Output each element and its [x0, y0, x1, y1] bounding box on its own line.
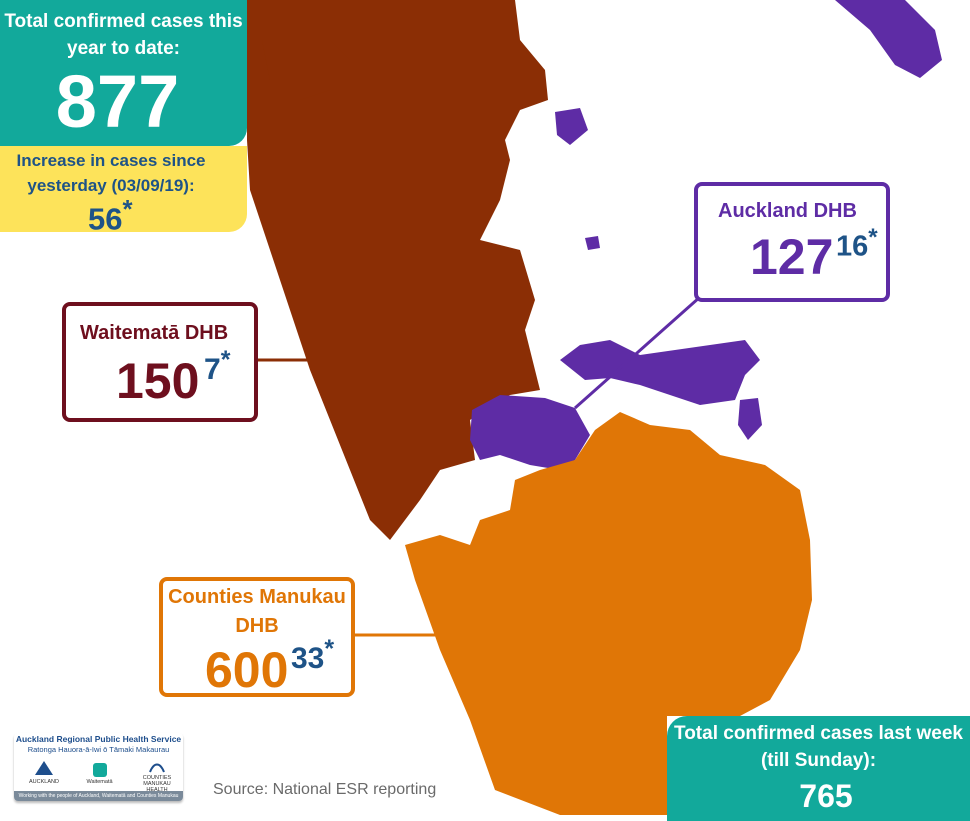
- auckland-island-small-3: [585, 236, 600, 250]
- auckland-dhb-increase: 16*: [836, 224, 878, 263]
- counties-manukau-dhb-name: Counties Manukau DHB: [168, 586, 346, 637]
- auckland-dhb-name: Auckland DHB: [718, 200, 857, 222]
- counties-manukau-logo-icon: COUNTIES MANUKAU HEALTH: [136, 761, 178, 793]
- increase-value: 56*: [88, 196, 133, 237]
- counties-manukau-region: [405, 412, 812, 815]
- year-total-panel: Total confirmed cases this year to date:…: [0, 0, 247, 146]
- logo-title: Auckland Regional Public Health Service: [15, 734, 182, 744]
- year-total-value: 877: [55, 60, 180, 143]
- waitemata-north-tail: [262, 40, 350, 100]
- auckland-region: [470, 395, 590, 470]
- year-total-label: Total confirmed cases this year to date:: [4, 11, 243, 59]
- auckland-island-gbi: [835, 0, 942, 78]
- counties-manukau-dhb-count: 600: [205, 642, 289, 698]
- waitemata-dhb-name: Waitematā DHB: [80, 322, 229, 344]
- arphs-logo: Auckland Regional Public Health Service …: [14, 733, 183, 801]
- logo-strap: Working with the people of Auckland, Wai…: [14, 791, 183, 801]
- auckland-leader-line: [574, 295, 701, 410]
- auckland-island-small: [555, 108, 588, 145]
- waitemata-dhb-count: 150: [116, 353, 200, 409]
- source-note: Source: National ESR reporting: [213, 781, 437, 798]
- waitemata-dhb-increase: 7*: [204, 346, 231, 386]
- counties-manukau-dhb-increase: 33*: [291, 635, 335, 675]
- logo-subtitle: Ratonga Hauora-ā-Iwi ō Tāmaki Makaurau: [27, 745, 170, 754]
- waitemata-dhb-logo-icon: Waitematā: [72, 763, 127, 785]
- auckland-island-small-2: [738, 398, 762, 440]
- increase-panel: Increase in cases since yesterday (03/09…: [0, 146, 247, 236]
- last-week-panel: Total confirmed cases last week (till Su…: [667, 716, 970, 821]
- counties-manukau-dhb-callout: Counties Manukau DHB 600 33*: [159, 577, 355, 698]
- last-week-label: Total confirmed cases last week (till Su…: [674, 723, 963, 771]
- auckland-dhb-count: 127: [750, 229, 834, 285]
- waitemata-region: [247, 0, 548, 540]
- auckland-dhb-callout: Auckland DHB 127 16*: [694, 182, 890, 302]
- last-week-value: 765: [799, 778, 853, 814]
- waitemata-dhb-callout: Waitematā DHB 150 7*: [62, 302, 258, 422]
- auckland-dhb-logo-icon: AUCKLAND: [24, 759, 64, 785]
- increase-label: Increase in cases since yesterday (03/09…: [16, 151, 206, 195]
- auckland-island-waiheke: [560, 340, 760, 405]
